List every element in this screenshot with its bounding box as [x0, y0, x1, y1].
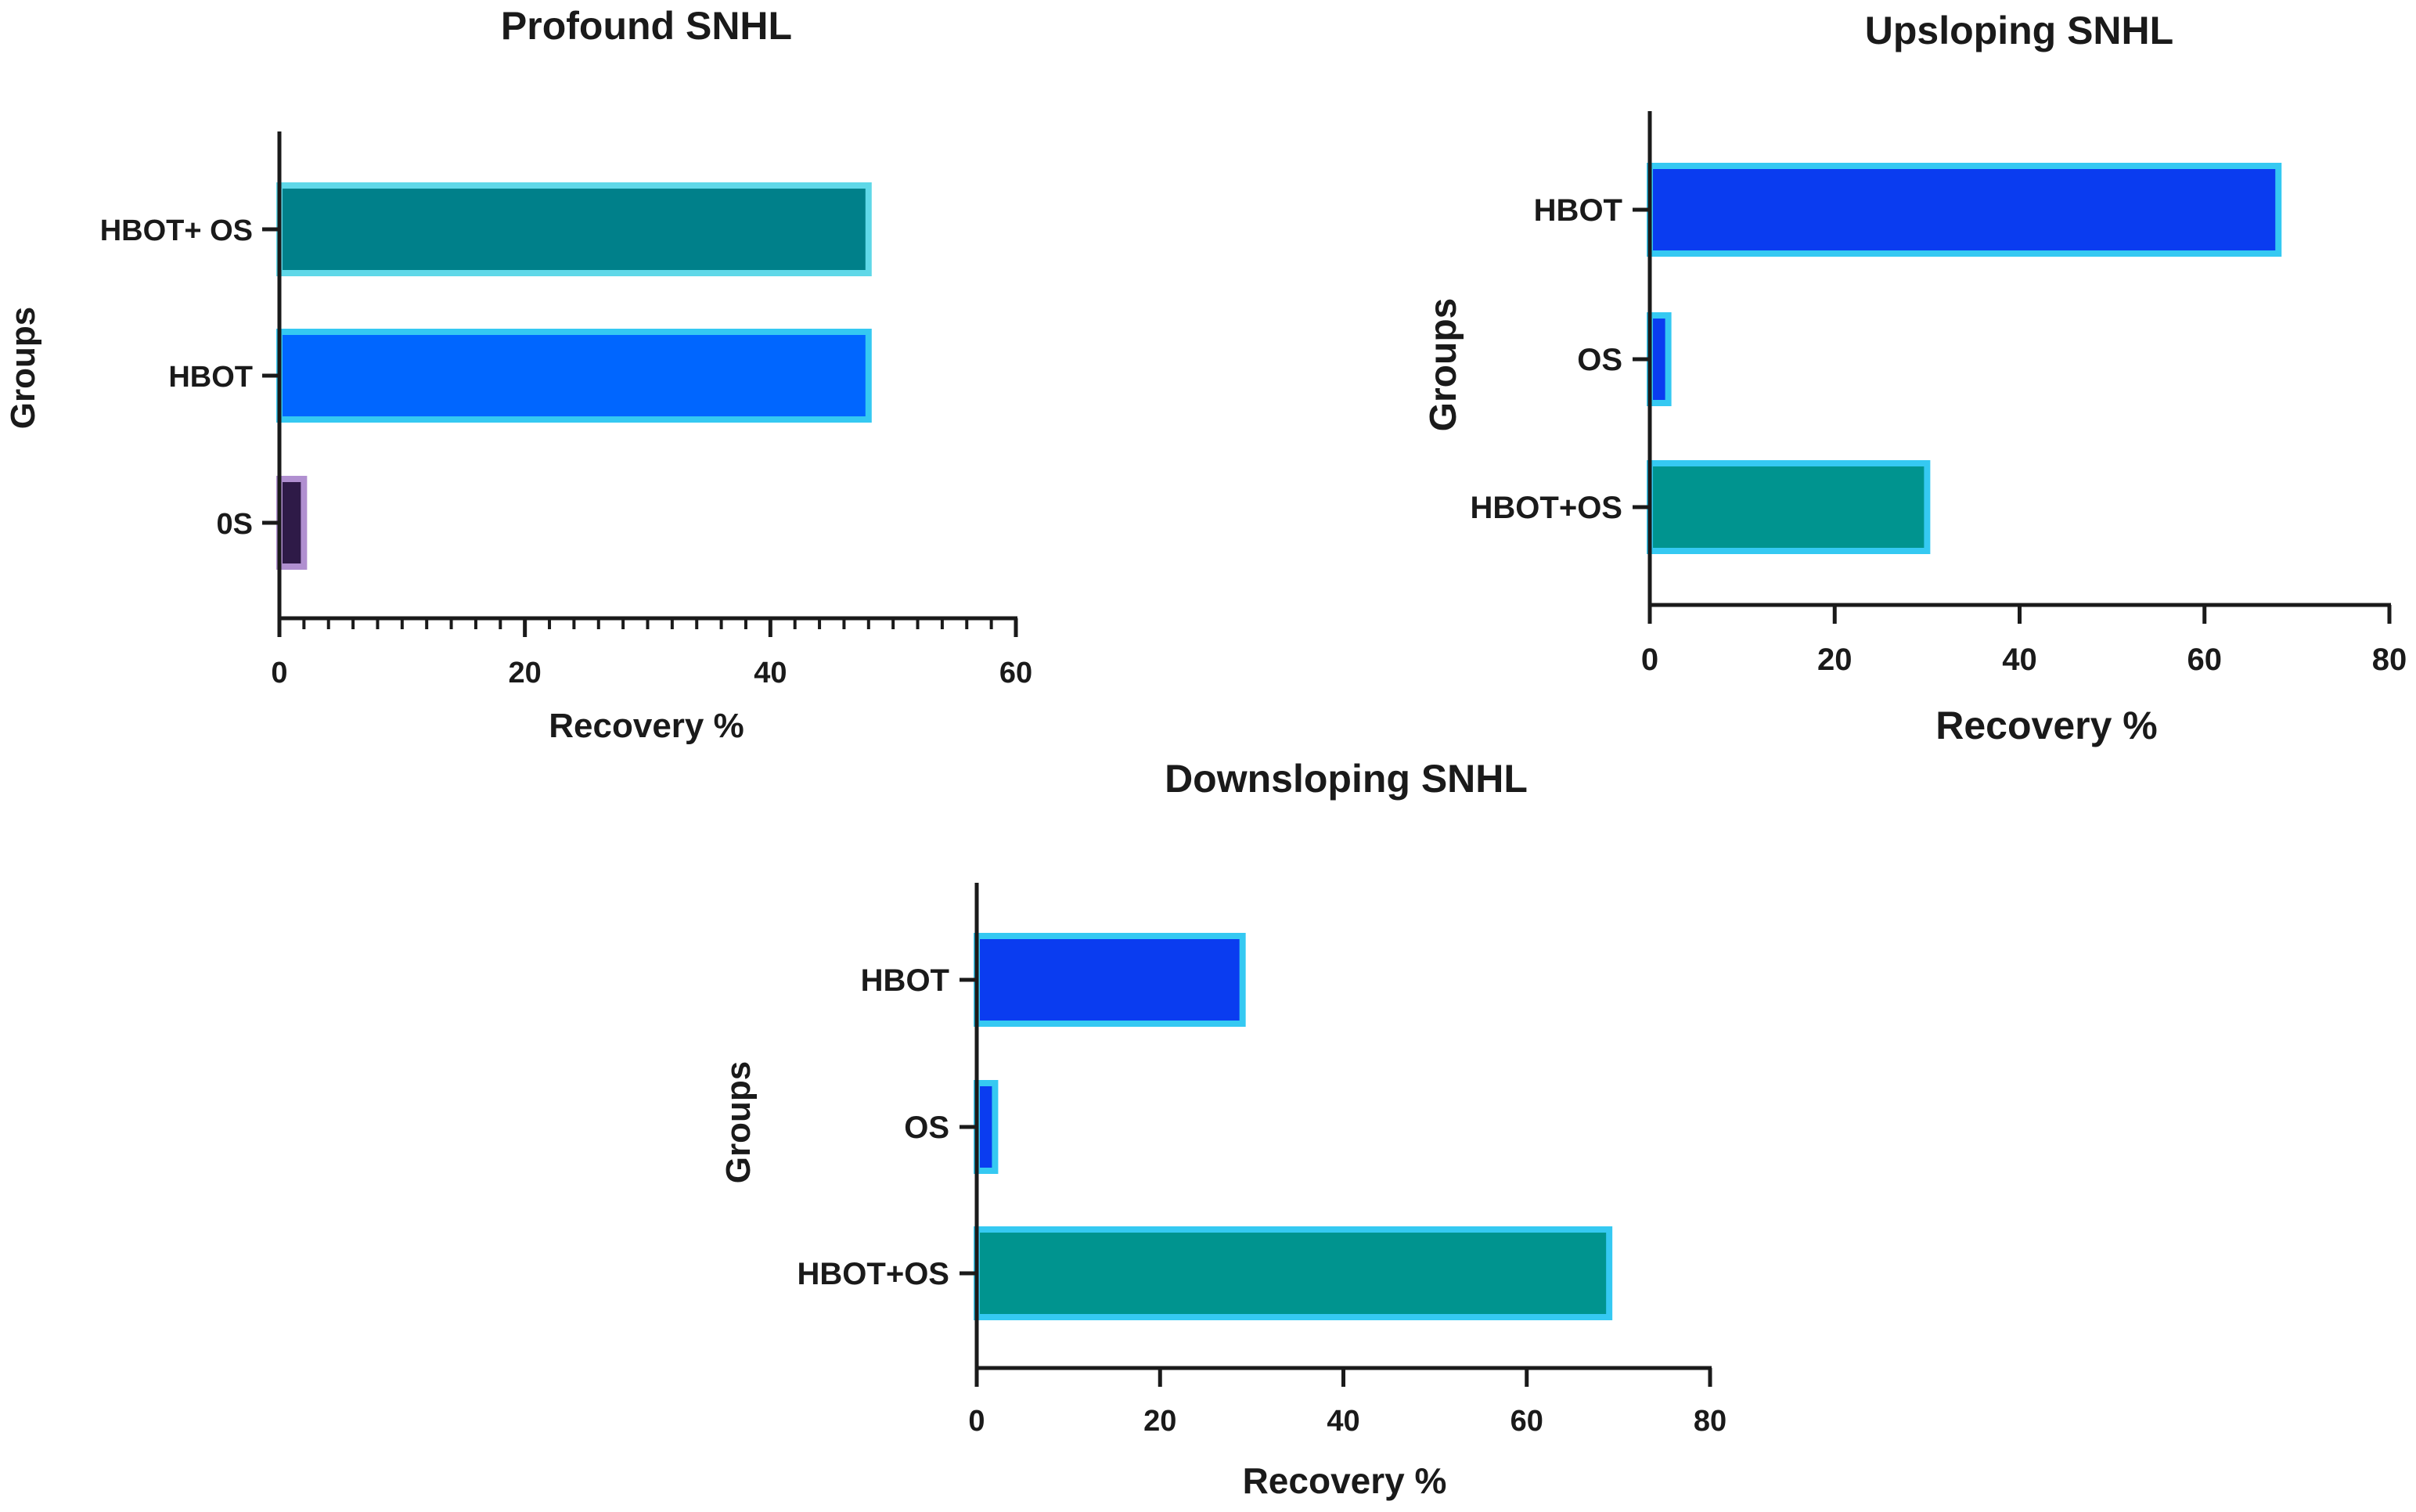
category-label: 0S	[217, 508, 253, 541]
category-label: HBOT	[168, 361, 253, 394]
category-label: HBOT+OS	[1471, 491, 1622, 525]
category-label: OS	[1577, 343, 1622, 377]
y-axis-label: Groups	[719, 1061, 758, 1183]
axes	[1633, 111, 2392, 624]
x-tick-label: 80	[2372, 643, 2407, 677]
bars	[276, 182, 872, 570]
x-tick-label: 40	[754, 657, 787, 689]
x-tick-label: 60	[999, 657, 1032, 689]
axes	[262, 131, 1018, 637]
x-tick-label: 80	[1694, 1405, 1726, 1438]
bar	[276, 182, 872, 276]
y-axis-label: Groups	[4, 307, 42, 429]
panel-upsloping-snhl: Upsloping SNHL Groups Recovery % HBOTOSH…	[1423, 9, 2407, 747]
panel-profound-snhl: Profound SNHL Groups Recovery % HBOT+ OS…	[4, 4, 1032, 745]
bar	[276, 329, 872, 423]
x-axis-label: Recovery %	[1243, 1460, 1447, 1501]
x-tick-label: 60	[2187, 643, 2223, 677]
x-tick-label: 20	[1817, 643, 1853, 677]
x-tick-label: 40	[2002, 643, 2037, 677]
tick-labels: HBOT OS HBOT+OS 0 20 40 60 80	[798, 963, 1727, 1438]
x-tick-label: 20	[509, 657, 542, 689]
x-tick-label: 40	[1327, 1405, 1359, 1438]
category-label: OS	[904, 1111, 949, 1145]
x-tick-label: 0	[271, 657, 287, 689]
chart-title: Downsloping SNHL	[1165, 757, 1528, 801]
bar	[974, 1226, 1613, 1320]
chart-title: Upsloping SNHL	[1865, 9, 2173, 52]
category-label: HBOT	[861, 963, 949, 998]
category-label: HBOT+ OS	[100, 214, 253, 247]
bars	[974, 933, 1613, 1320]
axes	[960, 883, 1712, 1387]
bar	[974, 1080, 999, 1174]
x-tick-label: 20	[1143, 1405, 1176, 1438]
panel-downsloping-snhl: Downsloping SNHL Groups Recovery % HBOT O…	[719, 757, 1726, 1501]
tick-labels: HBOT+ OS HBOT 0S 0 20 40 60	[100, 214, 1032, 689]
bar	[974, 933, 1246, 1027]
bar	[1647, 312, 1672, 406]
category-label: HBOT	[1534, 193, 1622, 228]
tick-labels: HBOT OS HBOT+OS 0 20 40 60 80	[1471, 193, 2407, 677]
category-label: HBOT+OS	[798, 1257, 949, 1291]
x-tick-label: 60	[1510, 1405, 1543, 1438]
bars	[1647, 163, 2282, 554]
bar	[276, 476, 308, 570]
x-tick-label: 0	[1641, 643, 1658, 677]
y-axis-label: Groups	[1423, 298, 1464, 432]
bar	[1647, 460, 1931, 554]
chart-title: Profound SNHL	[501, 4, 792, 48]
x-axis-label: Recovery %	[549, 707, 744, 745]
bar	[1647, 163, 2282, 257]
x-axis-label: Recovery %	[1935, 704, 2158, 747]
x-tick-label: 0	[968, 1405, 985, 1438]
